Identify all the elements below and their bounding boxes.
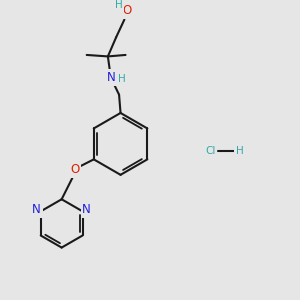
Text: H: H (118, 74, 126, 84)
Text: N: N (32, 203, 41, 216)
Text: H: H (236, 146, 244, 156)
Text: O: O (123, 4, 132, 17)
Text: H: H (115, 0, 122, 10)
Text: Cl: Cl (205, 146, 216, 156)
Text: N: N (82, 203, 91, 216)
Text: N: N (106, 71, 115, 84)
Text: O: O (70, 164, 80, 176)
